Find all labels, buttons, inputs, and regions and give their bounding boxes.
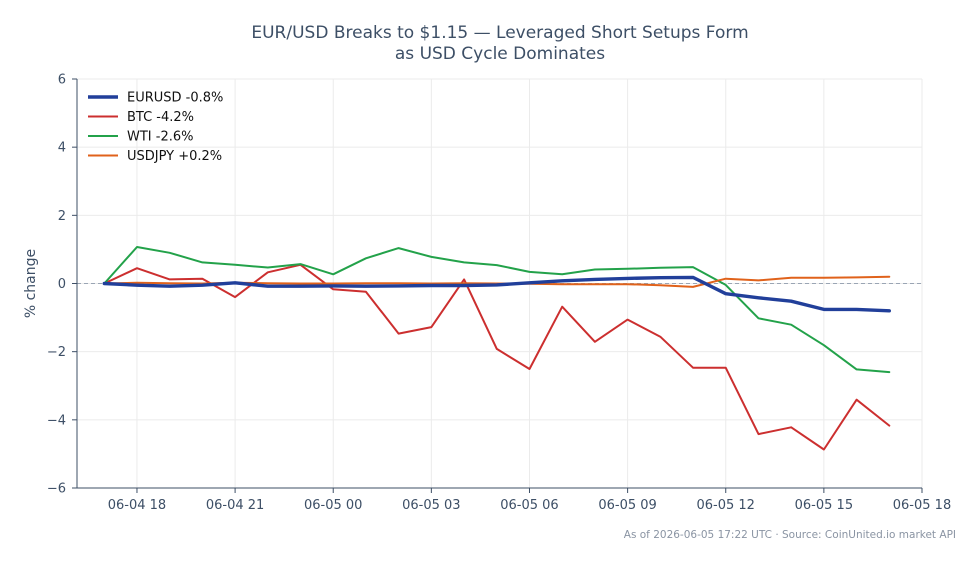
x-tick-label: 06-05 03 <box>402 498 460 513</box>
y-tick-label: −6 <box>47 482 66 497</box>
y-tick-label: −4 <box>47 413 66 428</box>
x-tick-label: 06-05 15 <box>795 498 853 513</box>
x-tick-label: 06-05 09 <box>598 498 656 513</box>
y-tick-label: −2 <box>47 345 66 360</box>
legend: EURUSD -0.8% BTC -4.2% WTI -2.6% USDJPY +0.… <box>88 91 223 164</box>
series-line-eurusd <box>102 275 891 313</box>
x-tick-label: 06-04 18 <box>108 498 166 513</box>
axes-layer: −6 −4 −2 0 2 4 6 06-04 18 06-04 21 06-05 00 06-05 … <box>47 73 951 514</box>
series-line-btc <box>103 263 891 451</box>
x-tick-label: 06-04 21 <box>206 498 264 513</box>
chart-title-line2: as USD Cycle Dominates <box>395 44 605 64</box>
x-tick-label: 06-05 00 <box>304 498 362 513</box>
legend-label: BTC -4.2% <box>127 110 194 125</box>
legend-label: USDJPY +0.2% <box>127 149 222 164</box>
y-tick-label: 2 <box>58 209 66 224</box>
series-line-wti <box>103 246 891 374</box>
legend-label: WTI -2.6% <box>127 130 193 145</box>
series-layer <box>102 246 891 451</box>
y-tick-label: 0 <box>58 277 66 292</box>
y-tick-label: 6 <box>58 73 66 88</box>
x-tick-label: 06-05 18 <box>893 498 951 513</box>
source-footer: As of 2026-06-05 17:22 UTC · Source: Coi… <box>624 529 956 541</box>
chart-title-line1: EUR/USD Breaks to $1.15 — Leveraged Shor… <box>251 23 748 43</box>
y-axis-label: % change <box>23 249 39 318</box>
x-tick-label: 06-05 06 <box>500 498 558 513</box>
y-tick-label: 4 <box>58 141 66 156</box>
x-tick-label: 06-05 12 <box>697 498 755 513</box>
legend-label: EURUSD -0.8% <box>127 91 223 106</box>
